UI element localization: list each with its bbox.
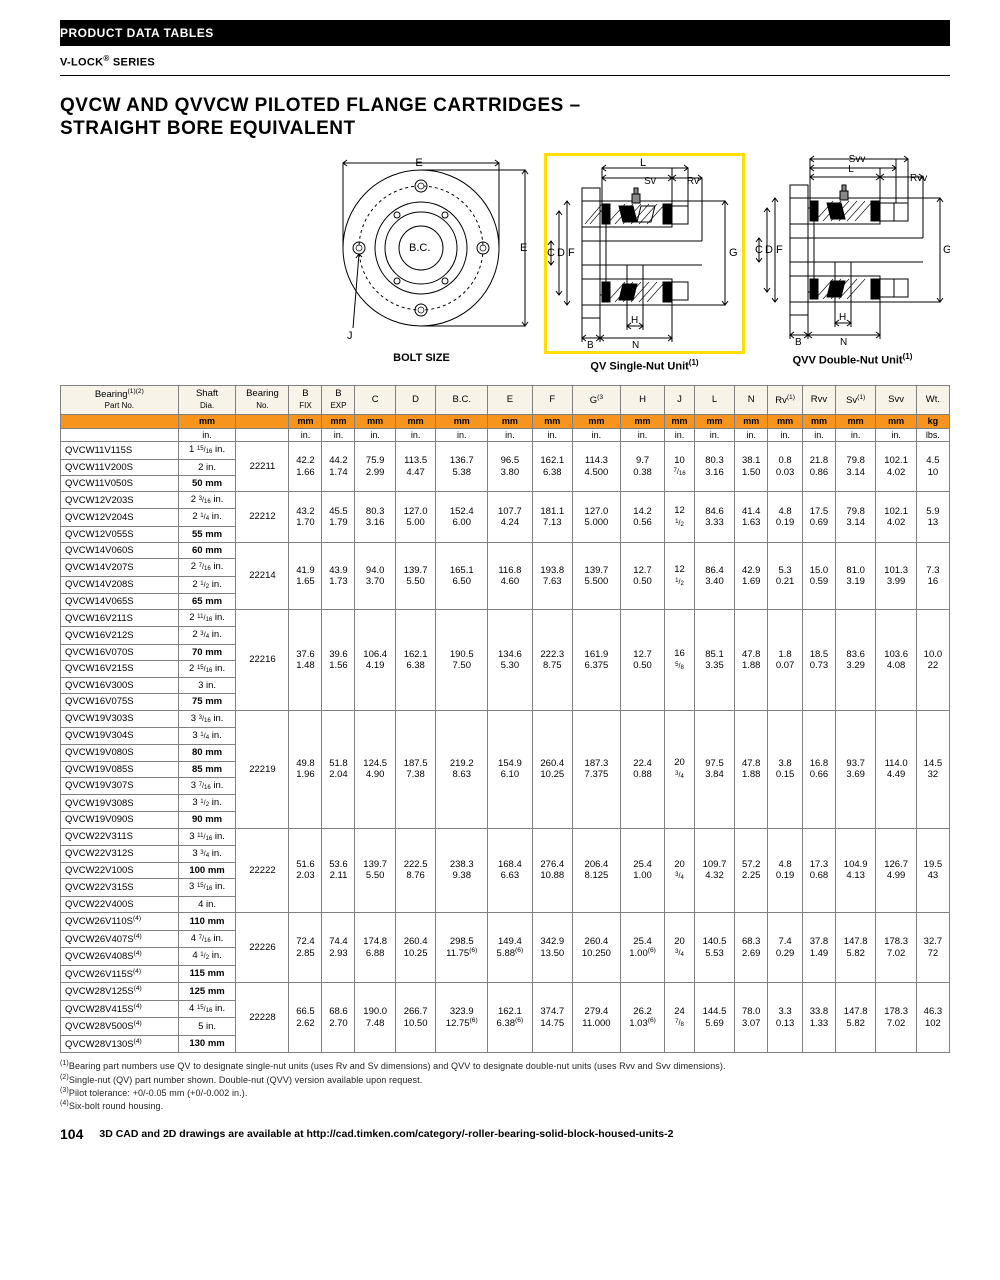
footnotes: (1)Bearing part numbers use QV to design… xyxy=(60,1059,950,1112)
table-row: QVCW28V125S(4)125 mm2222866.52.6268.62.7… xyxy=(61,983,950,1001)
svg-text:H: H xyxy=(631,315,638,326)
svg-text:C: C xyxy=(547,247,555,259)
col-header: E xyxy=(488,385,532,414)
col-header: Rv(1) xyxy=(768,385,803,414)
table-row: QVCW26V110S(4)110 mm2222672.42.8574.42.9… xyxy=(61,913,950,931)
svg-text:L: L xyxy=(640,157,646,169)
diagram-row: E B.C. E J BOLT SIZE xyxy=(60,153,950,373)
svg-text:J: J xyxy=(347,330,353,342)
svg-text:B: B xyxy=(587,340,594,351)
col-header: BearingNo. xyxy=(236,385,289,414)
diagram-qv-single: L Sv Rv F D C G H B N QV Single-Nut Unit… xyxy=(544,153,745,373)
svg-text:Sv: Sv xyxy=(644,176,656,187)
col-header: J xyxy=(665,385,695,414)
svg-text:D: D xyxy=(765,244,773,256)
diagram2-caption: QV Single-Nut Unit(1) xyxy=(590,358,698,373)
svg-text:F: F xyxy=(776,244,783,256)
svg-text:D: D xyxy=(557,247,565,259)
svg-text:N: N xyxy=(632,340,639,351)
col-header: N xyxy=(735,385,768,414)
col-header: G(3 xyxy=(573,385,621,414)
svg-text:G: G xyxy=(943,244,950,256)
svg-text:Rv: Rv xyxy=(687,176,699,187)
svg-text:Rvv: Rvv xyxy=(910,173,927,184)
col-header: Wt. xyxy=(916,385,949,414)
table-row: QVCW22V311S3 11/16 in.2222251.62.0353.62… xyxy=(61,828,950,845)
page-number: 104 xyxy=(60,1126,83,1142)
svg-text:C: C xyxy=(755,244,763,256)
col-header: Sv(1) xyxy=(835,385,875,414)
col-header: BEXP xyxy=(322,385,355,414)
diagram1-caption: BOLT SIZE xyxy=(393,352,450,364)
data-table: Bearing(1)(2)Part No.ShaftDia.BearingNo.… xyxy=(60,385,950,1054)
table-row: QVCW11V115S1 15/16 in.2221142.21.6644.21… xyxy=(61,442,950,459)
diagram3-caption: QVV Double-Nut Unit(1) xyxy=(793,352,913,367)
svg-text:B: B xyxy=(795,337,802,348)
svg-text:N: N xyxy=(840,337,847,348)
svg-text:F: F xyxy=(568,247,575,259)
col-header: L xyxy=(694,385,734,414)
svg-text:B.C.: B.C. xyxy=(409,242,430,254)
footer-text: 3D CAD and 2D drawings are available at … xyxy=(99,1128,673,1140)
svg-text:H: H xyxy=(839,312,846,323)
col-header: Bearing(1)(2)Part No. xyxy=(61,385,179,414)
page-title: QVCW AND QVVCW PILOTED FLANGE CARTRIDGES… xyxy=(60,94,950,142)
table-row: QVCW19V303S3 3/16 in.2221949.81.9651.82.… xyxy=(61,710,950,727)
col-header: Svv xyxy=(876,385,916,414)
page-footer: 104 3D CAD and 2D drawings are available… xyxy=(60,1126,950,1142)
col-header: BFIX xyxy=(289,385,322,414)
rule xyxy=(60,75,950,76)
diagram-flange-front: E B.C. E J BOLT SIZE xyxy=(309,153,534,373)
svg-text:L: L xyxy=(848,164,854,175)
table-row: QVCW16V211S2 11/16 in.2221637.61.4839.61… xyxy=(61,610,950,627)
section-header: PRODUCT DATA TABLES xyxy=(60,20,950,46)
col-header: D xyxy=(395,385,435,414)
col-header: F xyxy=(532,385,572,414)
svg-text:E: E xyxy=(520,242,527,254)
col-header: H xyxy=(620,385,664,414)
svg-text:E: E xyxy=(415,157,422,169)
table-row: QVCW12V203S2 3/16 in.2221243.21.7045.51.… xyxy=(61,492,950,509)
col-header: B.C. xyxy=(436,385,488,414)
diagram-qvv-double: Svv L Rvv F D C G H B N QVV Double-Nut U… xyxy=(755,153,950,373)
col-header: ShaftDia. xyxy=(178,385,236,414)
col-header: C xyxy=(355,385,395,414)
col-header: Rvv xyxy=(802,385,835,414)
series-label: V-LOCK® SERIES xyxy=(60,54,950,69)
table-row: QVCW14V060S60 mm2221441.91.6543.91.7394.… xyxy=(61,543,950,559)
svg-text:G: G xyxy=(729,247,738,259)
